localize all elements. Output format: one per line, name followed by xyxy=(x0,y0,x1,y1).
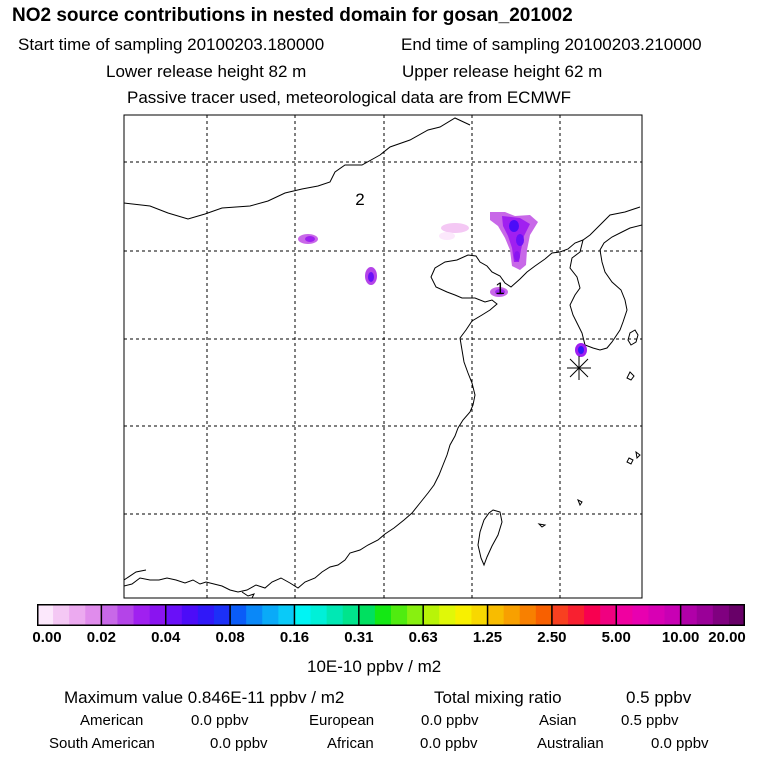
start-time-label: Start time of sampling 20100203.180000 xyxy=(18,35,325,54)
colorbar-border xyxy=(37,604,745,626)
region-south-american-label: South American xyxy=(49,735,155,752)
colorbar-swatch xyxy=(101,604,118,626)
total-mixing-label: Total mixing ratio xyxy=(434,688,562,707)
colorbar-swatch xyxy=(294,604,312,626)
coastlines xyxy=(124,117,642,598)
colorbar-swatch xyxy=(712,604,730,626)
colorbar-swatch xyxy=(262,604,279,626)
colorbar-swatch xyxy=(214,604,231,626)
upper-release-label: Upper release height 62 m xyxy=(402,62,603,81)
colorbar-swatch xyxy=(439,604,456,626)
region-asian-value: 0.5 ppbv xyxy=(621,712,679,729)
colorbar-unit-label: 10E-10 ppbv / m2 xyxy=(307,657,442,676)
colorbar-tick-label: 2.50 xyxy=(537,629,567,646)
colorbar-swatch xyxy=(197,604,215,626)
colorbar-swatch xyxy=(471,604,489,626)
mongolia-border xyxy=(124,117,471,220)
colorbar-swatch xyxy=(149,604,167,626)
japan-coast xyxy=(627,329,639,346)
colorbar-swatch xyxy=(342,604,360,626)
colorbar-swatch xyxy=(37,604,54,626)
map-grid xyxy=(124,115,642,598)
taiwan-coast xyxy=(477,509,503,567)
colorbar-swatch xyxy=(230,604,247,626)
colorbar-swatch xyxy=(310,604,328,626)
colorbar-swatch xyxy=(680,604,698,626)
region-australian-value: 0.0 ppbv xyxy=(651,735,709,752)
colorbar-tick-label: 0.00 xyxy=(32,629,62,646)
colorbar-tick-label: 0.04 xyxy=(151,629,181,646)
colorbar-swatch xyxy=(503,604,521,626)
receptor-star-icon xyxy=(567,356,591,380)
china-east-coast xyxy=(124,337,476,593)
colorbar-swatch xyxy=(519,604,537,626)
max-value-label: Maximum value 0.846E-11 ppbv / m2 xyxy=(64,688,345,707)
colorbar-swatch xyxy=(85,604,102,626)
colorbar-swatch xyxy=(358,604,376,626)
colorbar-swatch xyxy=(728,604,745,626)
colorbar-swatch xyxy=(246,604,263,626)
bohai-coast xyxy=(430,254,546,339)
end-time-label: End time of sampling 20100203.210000 xyxy=(401,35,702,54)
region-african-label: African xyxy=(327,735,374,752)
colorbar-tick-label: 0.31 xyxy=(344,629,374,646)
colorbar-swatch xyxy=(696,604,714,626)
tracer-note-label: Passive tracer used, meteorological data… xyxy=(127,88,572,107)
colorbar-swatch xyxy=(69,604,86,626)
colorbar-swatch xyxy=(278,604,295,626)
colorbar-swatch xyxy=(53,604,70,626)
colorbar-swatch xyxy=(165,604,183,626)
colorbar-tick-label: 5.00 xyxy=(601,629,631,646)
colorbar-swatch xyxy=(423,604,440,626)
colorbar-swatch xyxy=(407,604,424,626)
colorbar-swatch xyxy=(326,604,344,626)
lower-release-label: Lower release height 82 m xyxy=(106,62,307,81)
colorbar-tick-label: 10.00 xyxy=(661,629,700,646)
colorbar-tick-label: 20.00 xyxy=(708,629,746,646)
region-european-value: 0.0 ppbv xyxy=(421,712,479,729)
colorbar-tick-label: 0.02 xyxy=(86,629,116,646)
colorbar-tick-label: 0.63 xyxy=(408,629,438,646)
colorbar-swatch xyxy=(133,604,151,626)
colorbar-swatch xyxy=(374,604,392,626)
region-label-1: 1 xyxy=(495,279,504,298)
korea-coast xyxy=(569,224,642,351)
colorbar-swatch xyxy=(181,604,199,626)
region-american-value: 0.0 ppbv xyxy=(191,712,249,729)
colorbar-swatch xyxy=(455,604,472,626)
colorbar-swatch xyxy=(600,604,617,626)
plume-patch xyxy=(441,223,469,233)
region-label-2: 2 xyxy=(355,190,364,209)
colorbar-swatch xyxy=(117,604,135,626)
colorbar-tick-label: 0.16 xyxy=(279,629,310,646)
colorbar-swatch xyxy=(584,604,601,626)
region-american-label: American xyxy=(80,712,144,729)
map-frame xyxy=(123,114,643,599)
region-south-american-value: 0.0 ppbv xyxy=(210,735,268,752)
region-australian-label: Australian xyxy=(537,735,604,752)
colorbar-tick-label: 0.08 xyxy=(215,629,245,646)
total-mixing-value: 0.5 ppbv xyxy=(626,688,692,707)
colorbar-swatch xyxy=(551,604,569,626)
colorbar-swatch xyxy=(391,604,408,626)
colorbar-swatch xyxy=(664,604,682,626)
colorbar-swatch xyxy=(616,604,633,626)
region-african-value: 0.0 ppbv xyxy=(420,735,478,752)
tracer-plumes xyxy=(298,212,587,357)
colorbar-swatch xyxy=(487,604,505,626)
colorbar-swatch xyxy=(632,604,649,626)
region-asian-label: Asian xyxy=(539,712,577,729)
colorbar xyxy=(37,604,745,626)
colorbar-swatch xyxy=(648,604,666,626)
plot-title: NO2 source contributions in nested domai… xyxy=(12,5,573,26)
region-european-label: European xyxy=(309,712,375,729)
colorbar-swatch xyxy=(568,604,585,626)
colorbar-tick-label: 1.25 xyxy=(472,629,503,646)
colorbar-swatch xyxy=(535,604,553,626)
